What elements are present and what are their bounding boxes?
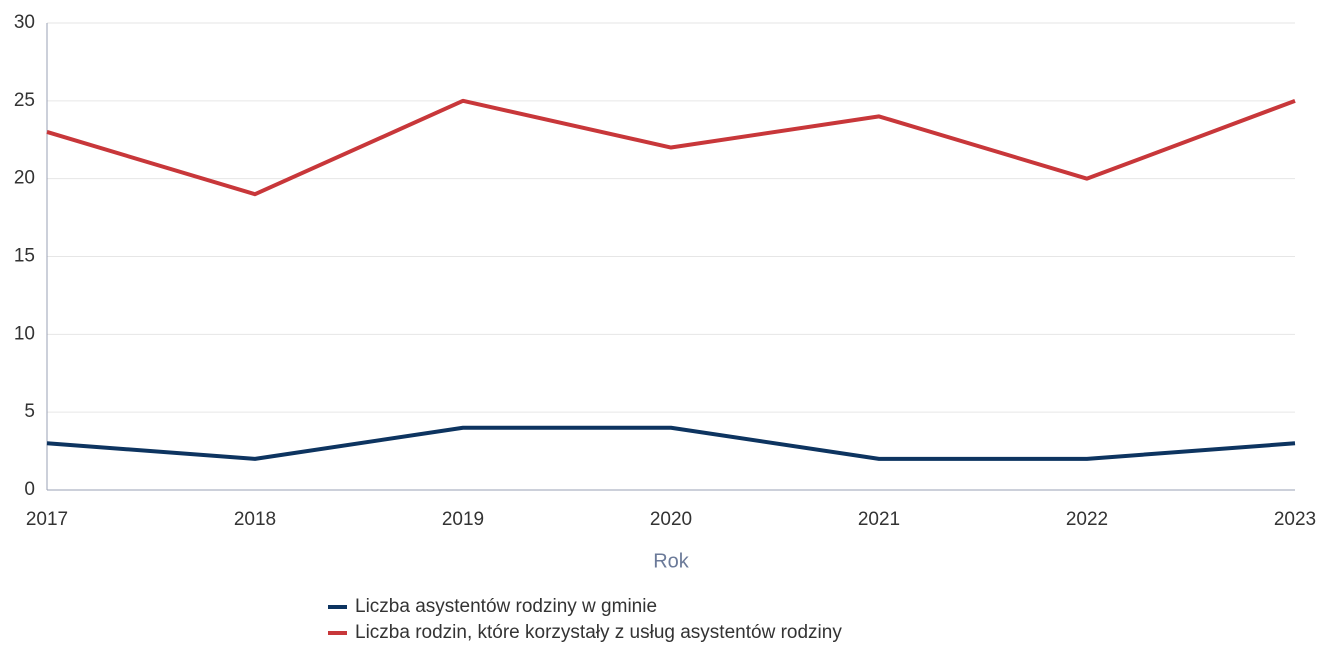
x-tick-label: 2018 [234, 509, 276, 530]
y-tick-label: 20 [14, 168, 35, 189]
x-tick-label: 2017 [26, 509, 68, 530]
y-tick-label: 25 [14, 90, 35, 111]
y-tick-label: 10 [14, 323, 35, 344]
y-tick-label: 15 [14, 246, 35, 267]
x-tick-label: 2020 [650, 509, 692, 530]
x-tick-label: 2019 [442, 509, 484, 530]
x-tick-label: 2023 [1274, 509, 1316, 530]
series-line [46, 425, 1296, 461]
legend-label: Liczba rodzin, które korzystały z usług … [355, 622, 842, 643]
y-tick-label: 30 [14, 12, 35, 33]
y-tick-label: 0 [24, 479, 35, 500]
x-tick-label: 2022 [1066, 509, 1108, 530]
series-line [46, 98, 1296, 197]
x-axis-label: Rok [653, 550, 690, 572]
legend-label: Liczba asystentów rodziny w gminie [355, 596, 657, 617]
x-tick-label: 2021 [858, 509, 900, 530]
y-tick-label: 5 [24, 401, 35, 422]
